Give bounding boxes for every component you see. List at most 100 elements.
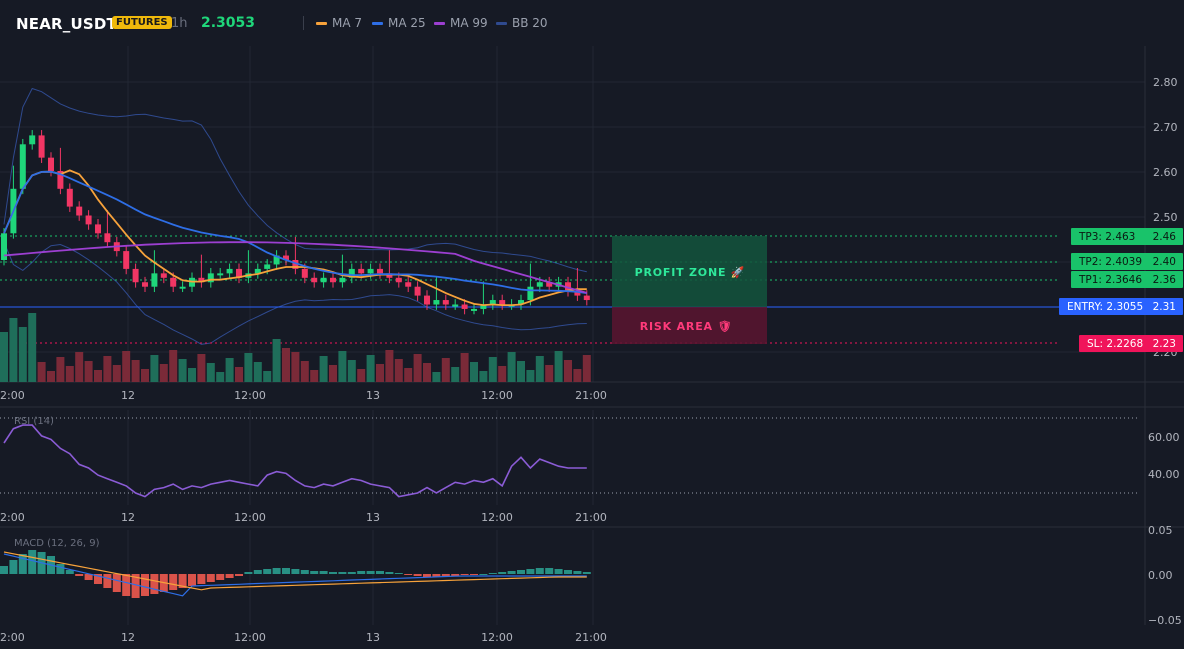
macd-hist-bar: [65, 570, 74, 574]
price-tick: 2.80: [1153, 76, 1178, 89]
candle-body: [1, 233, 7, 260]
legend-ma99-label: MA 99: [450, 16, 488, 30]
macd-hist-bar: [225, 574, 234, 578]
volume-bar: [169, 350, 178, 382]
volume-bar: [65, 366, 74, 382]
legend-ma7-label: MA 7: [332, 16, 363, 30]
volume-bar: [150, 355, 159, 382]
volume-bar: [554, 351, 563, 382]
candle-body: [48, 157, 54, 171]
time-tick: 21:00: [575, 511, 607, 524]
volume-bar: [141, 369, 149, 382]
legend-ma25[interactable]: MA 25: [372, 16, 426, 30]
macd-hist-bar: [470, 574, 478, 575]
volume-bar: [18, 327, 27, 382]
macd-hist-bar: [84, 574, 93, 580]
candle-body: [66, 188, 73, 207]
ma7-line: [3, 169, 587, 307]
macd-label: MACD (12, 26, 9): [14, 538, 100, 549]
volume-bar: [75, 352, 84, 382]
candle-body: [367, 268, 374, 274]
volume-bar: [300, 361, 309, 382]
time-tick: 12:00: [234, 511, 266, 524]
macd-hist-bar: [526, 569, 535, 574]
candle-body: [442, 300, 449, 305]
tp1-tag-axis: 2.36: [1153, 274, 1177, 286]
candle-body: [132, 268, 139, 283]
macd-hist-bar: [216, 574, 225, 580]
axes: 2.802.702.602.502.402.302.202:002:002:00…: [0, 76, 1178, 644]
legend-bb20[interactable]: BB 20: [496, 16, 548, 30]
candle-body: [320, 277, 327, 283]
price-tick: 2.60: [1153, 166, 1178, 179]
volume-bar: [479, 371, 488, 382]
volume-bar: [282, 348, 290, 382]
tp1-tag-label: TP1: 2.3646: [1078, 274, 1142, 286]
sl-tag-bg: [1079, 335, 1183, 352]
tp3-tag-axis: 2.46: [1153, 231, 1177, 243]
volume-bar: [394, 359, 403, 382]
legend-ma7[interactable]: MA 7: [316, 16, 362, 30]
volume-bar: [28, 313, 37, 382]
candle-body: [283, 255, 289, 260]
entry-tag-axis: 2.31: [1153, 301, 1176, 313]
ma7-swatch-icon: [316, 21, 327, 25]
volume-bar: [178, 359, 187, 382]
macd-hist-bar: [263, 569, 272, 574]
macd-hist-bar: [394, 573, 403, 574]
macd-hist-bar: [122, 574, 131, 596]
volume-bar: [84, 361, 93, 382]
macd-hist-bar: [141, 574, 149, 596]
time-tick: 12:00: [234, 389, 266, 402]
macd-hist-bar: [554, 569, 563, 574]
tp1-tag-bg: [1071, 271, 1183, 288]
volume-bar: [94, 370, 102, 382]
candle-body: [311, 277, 318, 283]
macd-hist-bar: [197, 574, 206, 584]
candle-body: [95, 224, 101, 234]
candle-body: [348, 268, 355, 278]
entry-tag-bg: [1059, 298, 1183, 315]
candle-body: [301, 268, 308, 278]
candle-body: [433, 300, 440, 305]
rsi-tick: 40.00: [1148, 468, 1180, 481]
timeframe-selector[interactable]: 1h: [171, 16, 188, 31]
macd-hist-bar: [479, 574, 488, 575]
risk-zone: [612, 307, 767, 344]
macd-hist-bar: [188, 574, 196, 586]
macd-hist-bar: [94, 574, 102, 584]
tp2-tag-bg: [1071, 253, 1183, 270]
volume-bars: [0, 313, 591, 382]
volume-bar: [47, 371, 55, 382]
time-tick: 21:00: [575, 631, 607, 644]
volume-bar: [423, 363, 431, 382]
macd-hist-bar: [28, 550, 37, 574]
macd-hist-bar: [9, 560, 18, 574]
macd-hist-bar: [507, 571, 516, 574]
volume-bar: [9, 318, 18, 382]
candle-body: [254, 268, 261, 274]
volume-bar: [573, 369, 582, 382]
candle-body: [264, 264, 271, 269]
risk-zone-label: RISK AREA 🛡: [640, 320, 732, 333]
volume-bar: [291, 352, 300, 382]
volume-bar: [460, 353, 469, 382]
macd-hist-bar: [338, 572, 347, 574]
candle-body: [358, 268, 365, 274]
candle-body: [574, 291, 581, 296]
candle-body: [57, 171, 64, 189]
volume-bar: [357, 369, 366, 382]
symbol-name[interactable]: NEAR_USDT: [16, 15, 117, 33]
macd-hist-bar: [460, 574, 469, 575]
macd-hist-bar: [545, 568, 554, 574]
volume-bar: [376, 364, 384, 382]
volume-bar: [112, 365, 121, 382]
candle-body: [207, 273, 214, 283]
profit-zone-label: PROFIT ZONE 🚀: [635, 266, 746, 279]
macd-hist-bar: [441, 574, 450, 576]
volume-bar: [366, 355, 375, 382]
time-tick: 12:00: [481, 389, 513, 402]
volume-bar: [197, 354, 206, 382]
legend-ma99[interactable]: MA 99: [434, 16, 488, 30]
